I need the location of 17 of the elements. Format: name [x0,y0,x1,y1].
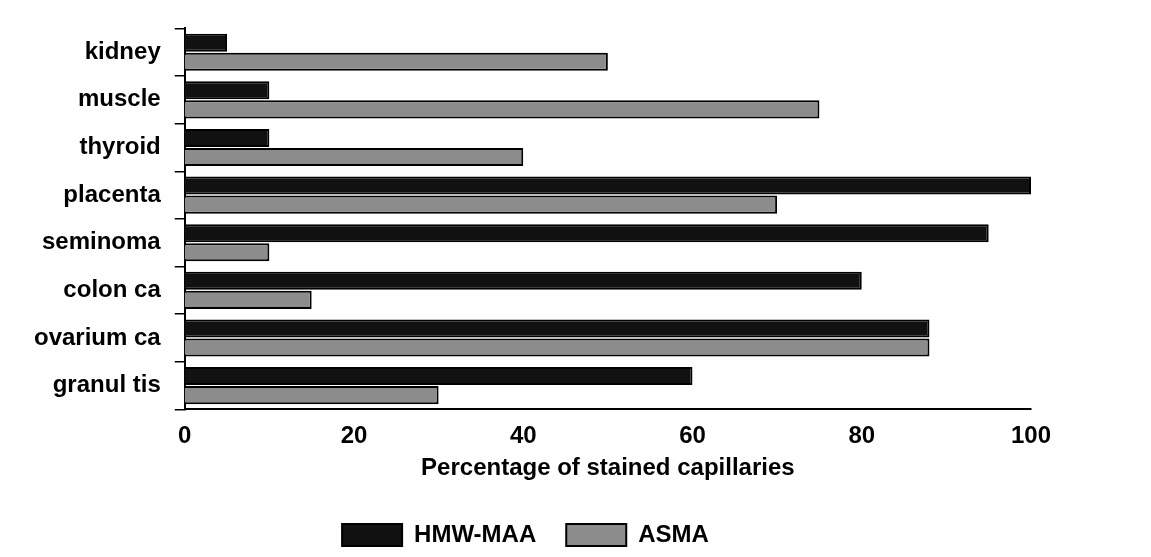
x-tick-label: 100 [1010,421,1052,449]
x-tick-label: 80 [848,421,876,449]
y-tick-label: ovarium ca [33,322,162,350]
y-tick-label: colon ca [63,274,162,302]
legend-label: HMW-MAA [414,519,537,547]
y-tick-label: placenta [63,179,162,207]
legend-label: ASMA [638,519,709,547]
x-tick-label: 60 [679,421,706,449]
x-axis-title: Percentage of stained capillaries [421,453,795,481]
y-tick-label: seminoma [42,227,162,255]
x-tick-label: 0 [178,421,192,449]
x-tick-label: 20 [340,421,368,449]
y-tick-label: thyroid [79,132,161,160]
x-tick-label: 40 [509,421,537,449]
y-tick-label: muscle [78,84,161,112]
y-tick-label: granul tis [52,370,161,398]
y-tick-label: kidney [84,36,162,64]
